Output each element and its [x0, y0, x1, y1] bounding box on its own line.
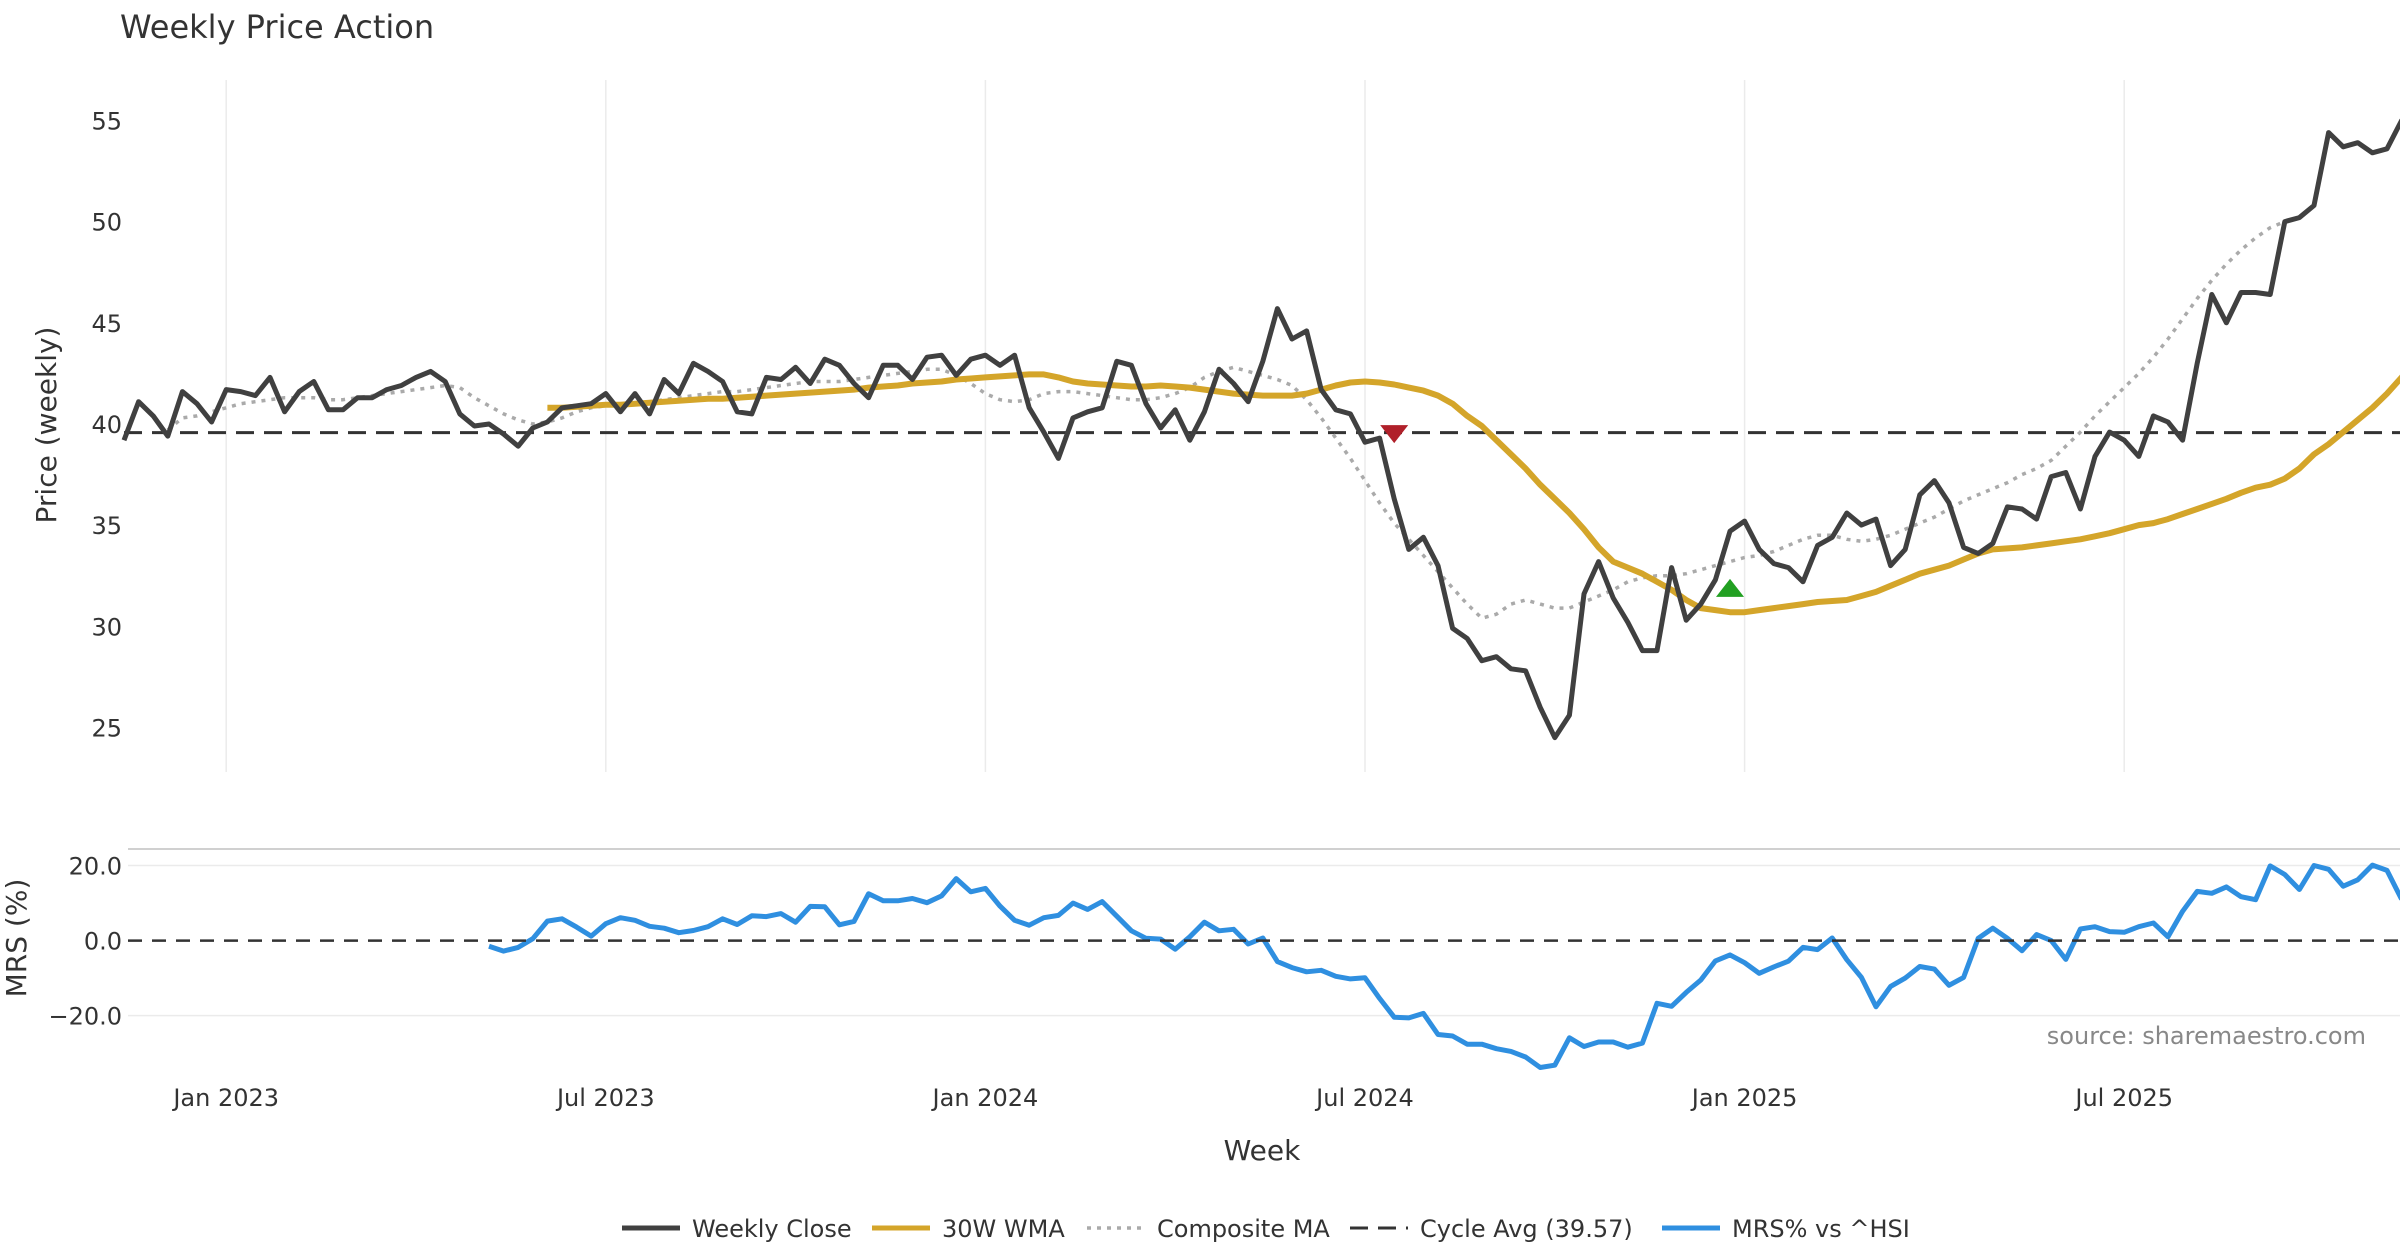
mrs-grid: [128, 864, 2400, 1017]
source-note: source: sharemaestro.com: [2047, 1022, 2366, 1050]
chart-title: Weekly Price Action: [120, 8, 434, 46]
price-y-tick-label: 25: [91, 714, 122, 742]
legend: Weekly Close 30W WMA Composite MA Cycle Avg…: [622, 1215, 1910, 1243]
legend-label: Cycle Avg (39.57): [1420, 1215, 1633, 1243]
sell-signal-marker: [1380, 425, 1409, 444]
mrs-line: [488, 862, 2400, 1070]
buy-signal-marker: [1716, 578, 1744, 597]
weekly-close-line: [121, 118, 2400, 741]
mrs-series: [128, 862, 2400, 1070]
legend-label: Composite MA: [1157, 1215, 1330, 1243]
mrs-y-tick-label: 20.0: [69, 853, 122, 881]
x-tick-label: Jul 2025: [2073, 1084, 2173, 1112]
mrs-y-tick-label: 0.0: [84, 928, 122, 956]
x-tick-label: Jan 2024: [931, 1084, 1039, 1112]
price-y-tick-label: 40: [91, 411, 122, 439]
price-y-axis-label: Price (weekly): [30, 327, 63, 524]
x-axis-label: Week: [1224, 1134, 1301, 1167]
legend-label: 30W WMA: [942, 1215, 1065, 1243]
price-y-tick-label: 45: [91, 310, 122, 338]
x-tick-label: Jan 2023: [171, 1084, 279, 1112]
mrs-y-axis: 20.0 0.0 −20.0: [48, 853, 122, 1031]
price-y-tick-label: 50: [91, 209, 122, 237]
x-axis: Jan 2023 Jul 2023 Jan 2024 Jul 2024 Jan 2025…: [171, 1084, 2173, 1112]
mrs-y-axis-label: MRS (%): [0, 879, 33, 998]
legend-label: MRS% vs ^HSI: [1732, 1215, 1910, 1243]
mrs-y-tick-label: −20.0: [48, 1003, 122, 1031]
price-markers: [1380, 425, 1744, 597]
price-y-tick-label: 35: [91, 512, 122, 540]
price-grid: [225, 80, 2125, 772]
x-tick-label: Jul 2024: [1314, 1084, 1414, 1112]
price-y-tick-label: 30: [91, 613, 122, 641]
price-series: [121, 118, 2400, 741]
price-y-tick-label: 55: [91, 107, 122, 135]
price-y-axis: 25 30 35 40 45 50 55: [91, 107, 122, 742]
x-tick-label: Jul 2023: [555, 1084, 655, 1112]
x-tick-label: Jan 2025: [1690, 1084, 1798, 1112]
legend-label: Weekly Close: [692, 1215, 852, 1243]
